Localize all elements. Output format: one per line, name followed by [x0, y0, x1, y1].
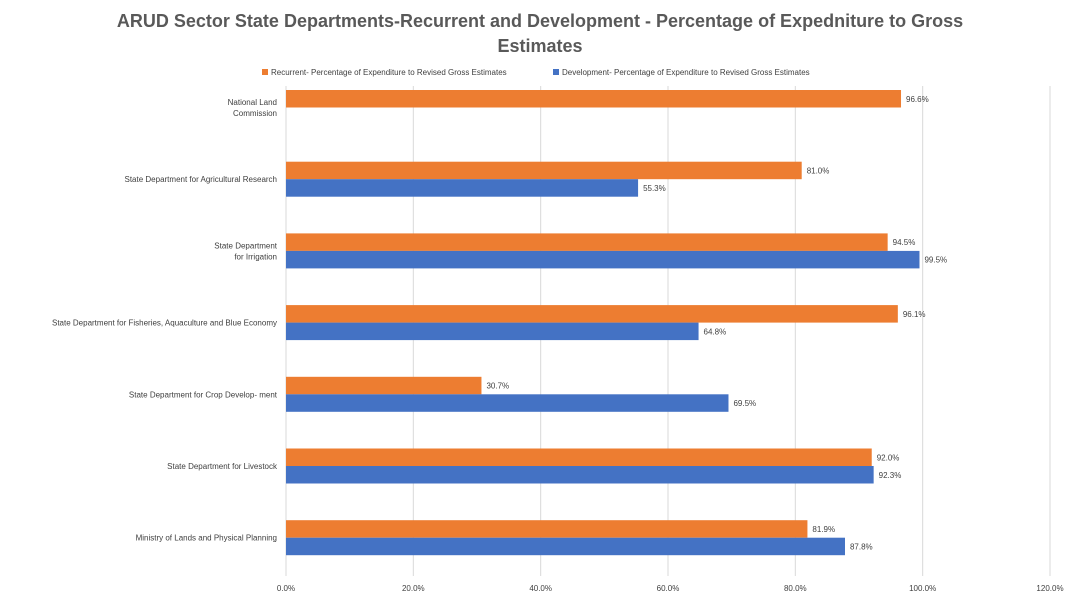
- bar-development: [286, 322, 699, 341]
- bar-recurrent: [286, 305, 898, 323]
- category-label: State Department: [214, 241, 277, 250]
- chart-title-line-1: ARUD Sector State Departments-Recurrent …: [117, 11, 963, 31]
- category-label: for Irrigation: [234, 252, 277, 261]
- bar-recurrent: [286, 161, 802, 180]
- data-label: 96.6%: [906, 95, 929, 104]
- bar-development: [286, 179, 639, 197]
- bar-recurrent: [286, 233, 888, 251]
- data-label: 81.9%: [812, 525, 835, 534]
- data-label: 64.8%: [704, 327, 727, 336]
- x-tick-label: 40.0%: [529, 584, 552, 593]
- x-tick-label: 100.0%: [909, 584, 936, 593]
- x-tick-label: 0.0%: [277, 584, 295, 593]
- bar-development: [286, 394, 729, 412]
- data-label: 94.5%: [893, 238, 916, 247]
- category-label: State Department for Livestock: [167, 462, 278, 471]
- x-tick-label: 20.0%: [402, 584, 425, 593]
- bar-recurrent: [286, 90, 902, 108]
- category-label: Commission: [233, 109, 277, 118]
- category-label: State Department for Fisheries, Aquacult…: [52, 319, 277, 328]
- legend-swatch-recurrent: [262, 69, 268, 75]
- data-label: 69.5%: [733, 399, 756, 408]
- x-tick-label: 120.0%: [1036, 584, 1063, 593]
- bar-recurrent: [286, 448, 872, 466]
- x-tick-label: 60.0%: [657, 584, 680, 593]
- legend-label-development: Development- Percentage of Expenditure t…: [562, 68, 810, 77]
- data-label: 30.7%: [486, 382, 509, 391]
- bar-development: [286, 250, 920, 269]
- category-label: State Department for Crop Develop- ment: [129, 390, 278, 399]
- legend-swatch-development: [553, 69, 559, 75]
- data-label: 99.5%: [924, 256, 947, 265]
- data-label: 92.3%: [879, 471, 902, 480]
- data-label: 96.1%: [903, 310, 926, 319]
- x-tick-label: 80.0%: [784, 584, 807, 593]
- bar-development: [286, 537, 845, 556]
- category-label: National Land: [228, 98, 277, 107]
- data-label: 92.0%: [877, 453, 900, 462]
- data-label: 55.3%: [643, 184, 666, 193]
- category-label: Ministry of Lands and Physical Planning: [136, 534, 277, 543]
- chart-title-line-2: Estimates: [497, 36, 582, 56]
- bar-recurrent: [286, 376, 482, 395]
- data-label: 87.8%: [850, 542, 873, 551]
- bar-recurrent: [286, 520, 808, 538]
- category-label: State Department for Agricultural Resear…: [124, 175, 277, 184]
- legend-label-recurrent: Recurrent- Percentage of Expenditure to …: [271, 68, 507, 77]
- bar-development: [286, 466, 874, 484]
- data-label: 81.0%: [807, 166, 830, 175]
- legend: Recurrent- Percentage of Expenditure to …: [262, 68, 810, 77]
